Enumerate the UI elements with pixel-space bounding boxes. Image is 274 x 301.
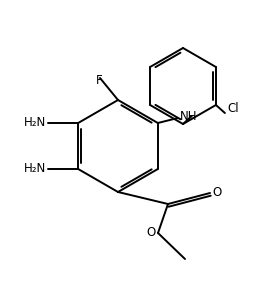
Text: O: O bbox=[147, 226, 156, 240]
Text: F: F bbox=[96, 74, 102, 87]
Text: O: O bbox=[212, 187, 221, 200]
Text: H₂N: H₂N bbox=[24, 116, 46, 129]
Text: H₂N: H₂N bbox=[24, 163, 46, 175]
Text: NH: NH bbox=[180, 110, 197, 123]
Text: Cl: Cl bbox=[227, 102, 239, 115]
